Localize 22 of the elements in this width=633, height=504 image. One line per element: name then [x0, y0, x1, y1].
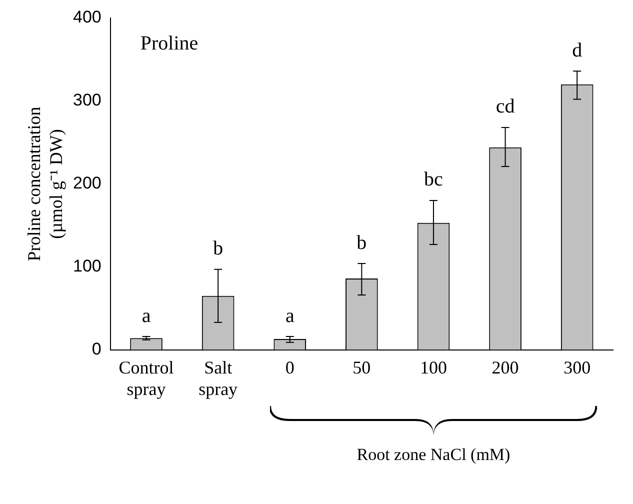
x-tick-label: 100	[420, 357, 447, 378]
data-label: b	[356, 232, 367, 254]
y-tick-label: 400	[72, 8, 102, 27]
data-label: b	[213, 238, 224, 260]
x-tick-label: 50	[352, 357, 371, 378]
x-tick-label: 0	[285, 357, 294, 378]
x-tick-label: 200	[492, 357, 519, 378]
y-tick-label: 300	[72, 90, 102, 110]
y-tick-label: 0	[92, 339, 102, 358]
y-tick-label: 100	[72, 256, 102, 276]
data-label: bc	[424, 168, 444, 191]
x-tick-label: Control spray	[118, 357, 174, 399]
data-label: a	[285, 304, 294, 327]
x-tick-label: Salt spray	[198, 357, 238, 399]
data-label: a	[142, 304, 151, 327]
x-axis-title: Root zone NaCl (mM)	[356, 444, 512, 465]
data-label: d	[572, 39, 582, 62]
y-axis-title: Proline concentration (µmol g⁻¹ DW)	[23, 106, 67, 264]
data-label: cd	[496, 96, 515, 118]
x-tick-label: 300	[564, 357, 591, 378]
annotation: Proline	[140, 32, 198, 54]
y-tick-label: 200	[72, 174, 102, 193]
